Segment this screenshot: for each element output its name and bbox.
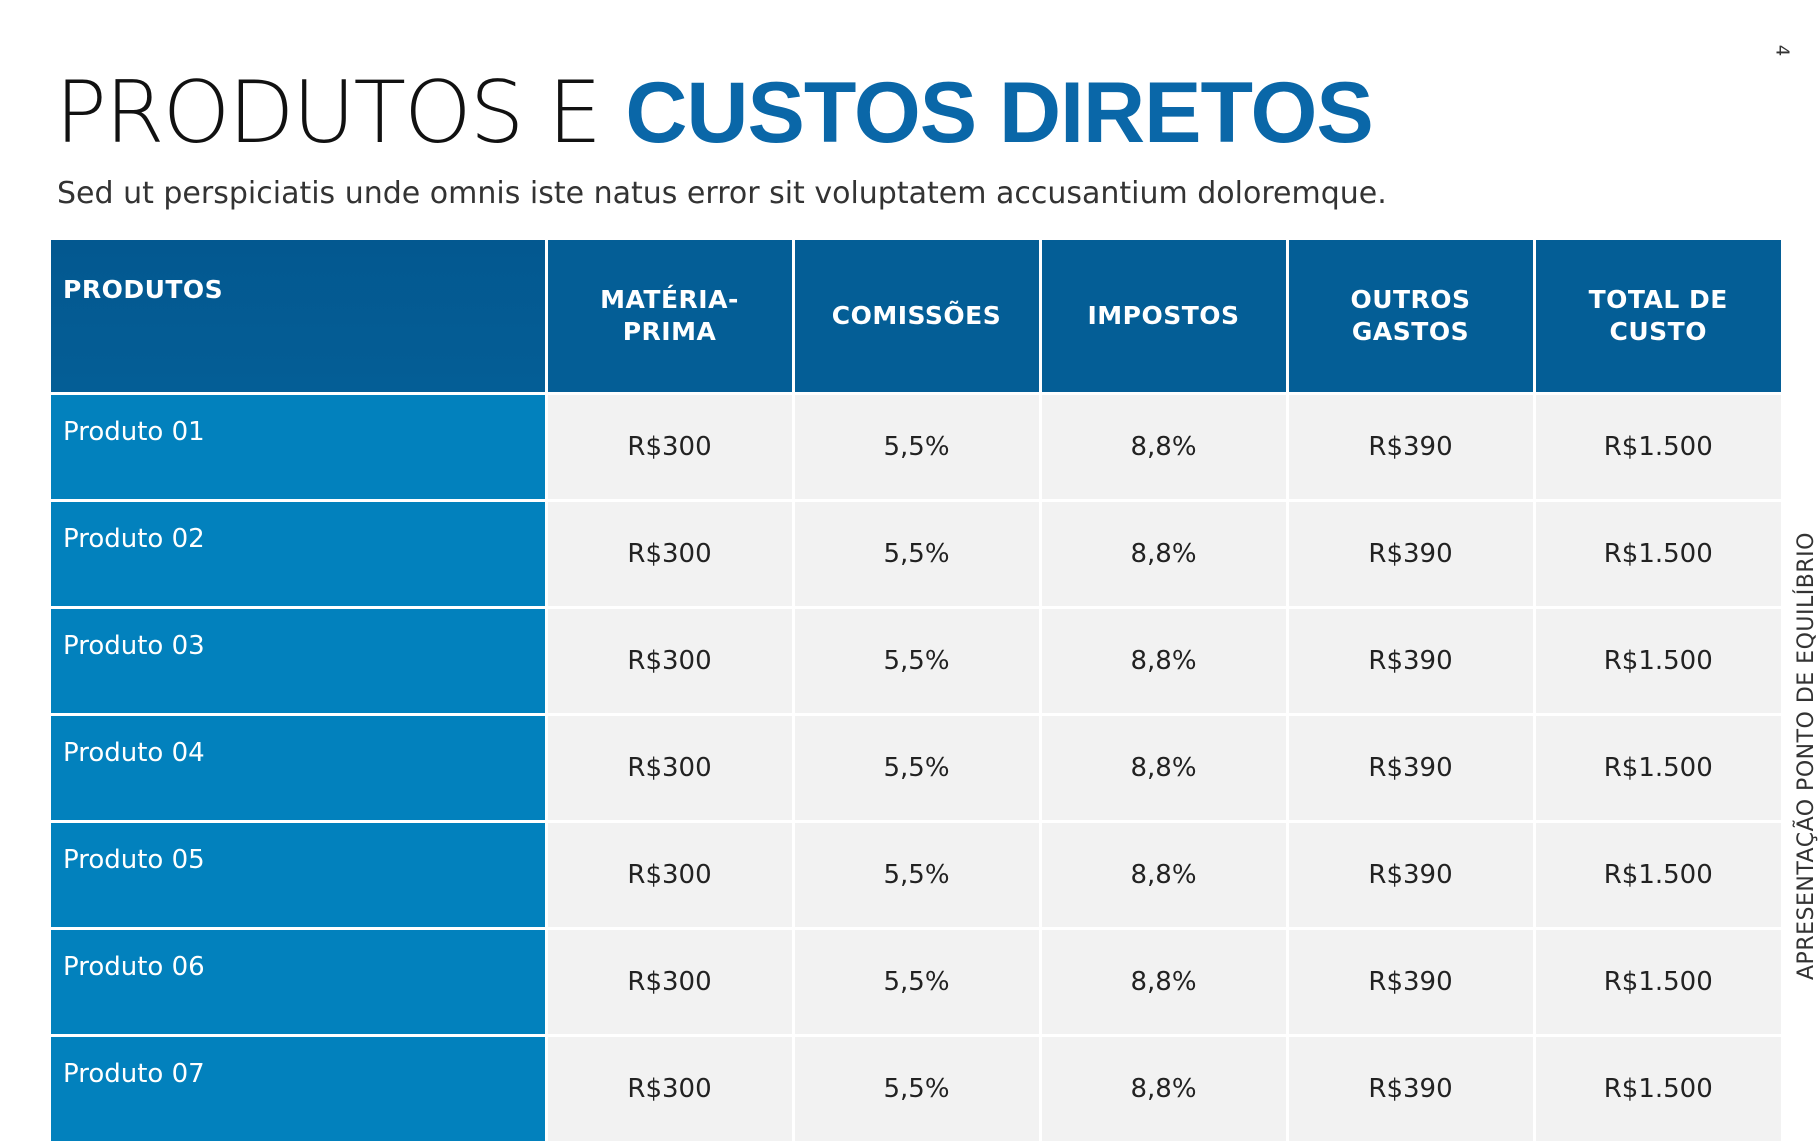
impostos-cell: 8,8% xyxy=(1040,500,1289,609)
table-row: Produto 01 R$300 5,5% 8,8% R$390 R$1.500 xyxy=(51,393,1781,502)
page-title-light: PRODUTOS E xyxy=(55,63,626,163)
impostos-cell: 8,8% xyxy=(1040,714,1289,823)
header-impostos: IMPOSTOS xyxy=(1040,240,1289,395)
table-row: Produto 04 R$300 5,5% 8,8% R$390 R$1.500 xyxy=(51,714,1781,823)
total-custo-cell: R$1.500 xyxy=(1534,928,1781,1037)
comissoes-cell: 5,5% xyxy=(793,393,1042,502)
total-custo-cell: R$1.500 xyxy=(1534,393,1781,502)
materia-prima-cell: R$300 xyxy=(546,928,795,1037)
outros-gastos-cell: R$390 xyxy=(1287,821,1536,930)
product-name-cell: Produto 05 xyxy=(51,821,548,930)
materia-prima-cell: R$300 xyxy=(546,714,795,823)
product-name: Produto 04 xyxy=(63,738,205,768)
total-custo-cell: R$1.500 xyxy=(1534,714,1781,823)
page-title: PRODUTOS E CUSTOS DIRETOS xyxy=(55,58,1374,168)
product-name: Produto 07 xyxy=(63,1059,205,1089)
outros-gastos-cell: R$390 xyxy=(1287,714,1536,823)
header-produtos: PRODUTOS xyxy=(51,240,548,395)
outros-gastos-cell: R$390 xyxy=(1287,607,1536,716)
table-header-row: PRODUTOS MATÉRIA-PRIMA COMISSÕES IMPOSTO… xyxy=(51,240,1781,395)
header-comissoes: COMISSÕES xyxy=(793,240,1042,395)
outros-gastos-cell: R$390 xyxy=(1287,500,1536,609)
materia-prima-cell: R$300 xyxy=(546,821,795,930)
header-outros-gastos: OUTROS GASTOS xyxy=(1287,240,1536,395)
comissoes-cell: 5,5% xyxy=(793,1035,1042,1144)
comissoes-cell: 5,5% xyxy=(793,500,1042,609)
page-number: 4 xyxy=(1771,44,1793,57)
table-row: Produto 06 R$300 5,5% 8,8% R$390 R$1.500 xyxy=(51,928,1781,1037)
outros-gastos-cell: R$390 xyxy=(1287,393,1536,502)
impostos-cell: 8,8% xyxy=(1040,1035,1289,1144)
comissoes-cell: 5,5% xyxy=(793,928,1042,1037)
table-row: Produto 05 R$300 5,5% 8,8% R$390 R$1.500 xyxy=(51,821,1781,930)
impostos-cell: 8,8% xyxy=(1040,607,1289,716)
table-body: Produto 01 R$300 5,5% 8,8% R$390 R$1.500… xyxy=(51,393,1781,1144)
page-subtitle: Sed ut perspiciatis unde omnis iste natu… xyxy=(57,176,1387,211)
product-name-cell: Produto 02 xyxy=(51,500,548,609)
header-total-de-custo: TOTAL DE CUSTO xyxy=(1534,240,1781,395)
table-row: Produto 07 R$300 5,5% 8,8% R$390 R$1.500 xyxy=(51,1035,1781,1144)
product-name-cell: Produto 04 xyxy=(51,714,548,823)
impostos-cell: 8,8% xyxy=(1040,821,1289,930)
product-name: Produto 05 xyxy=(63,845,205,875)
table-header: PRODUTOS MATÉRIA-PRIMA COMISSÕES IMPOSTO… xyxy=(51,240,1781,395)
product-name: Produto 02 xyxy=(63,524,205,554)
outros-gastos-cell: R$390 xyxy=(1287,928,1536,1037)
impostos-cell: 8,8% xyxy=(1040,928,1289,1037)
product-name-cell: Produto 01 xyxy=(51,393,548,502)
page-title-bold: CUSTOS DIRETOS xyxy=(625,65,1373,161)
side-label-text: APRESENTAÇÃO PONTO DE EQUILÍBRIO xyxy=(1794,532,1819,980)
impostos-cell: 8,8% xyxy=(1040,393,1289,502)
product-name-cell: Produto 07 xyxy=(51,1035,548,1144)
total-custo-cell: R$1.500 xyxy=(1534,500,1781,609)
materia-prima-cell: R$300 xyxy=(546,1035,795,1144)
total-custo-cell: R$1.500 xyxy=(1534,607,1781,716)
product-name-cell: Produto 03 xyxy=(51,607,548,716)
table-row: Produto 03 R$300 5,5% 8,8% R$390 R$1.500 xyxy=(51,607,1781,716)
comissoes-cell: 5,5% xyxy=(793,714,1042,823)
outros-gastos-cell: R$390 xyxy=(1287,1035,1536,1144)
comissoes-cell: 5,5% xyxy=(793,821,1042,930)
total-custo-cell: R$1.500 xyxy=(1534,821,1781,930)
materia-prima-cell: R$300 xyxy=(546,607,795,716)
header-materia-prima: MATÉRIA-PRIMA xyxy=(546,240,795,395)
product-name: Produto 06 xyxy=(63,952,205,982)
product-name-cell: Produto 06 xyxy=(51,928,548,1037)
comissoes-cell: 5,5% xyxy=(793,607,1042,716)
materia-prima-cell: R$300 xyxy=(546,393,795,502)
total-custo-cell: R$1.500 xyxy=(1534,1035,1781,1144)
product-name: Produto 03 xyxy=(63,631,205,661)
table-row: Produto 02 R$300 5,5% 8,8% R$390 R$1.500 xyxy=(51,500,1781,609)
product-name: Produto 01 xyxy=(63,417,205,447)
materia-prima-cell: R$300 xyxy=(546,500,795,609)
cost-table: PRODUTOS MATÉRIA-PRIMA COMISSÕES IMPOSTO… xyxy=(51,240,1781,1144)
